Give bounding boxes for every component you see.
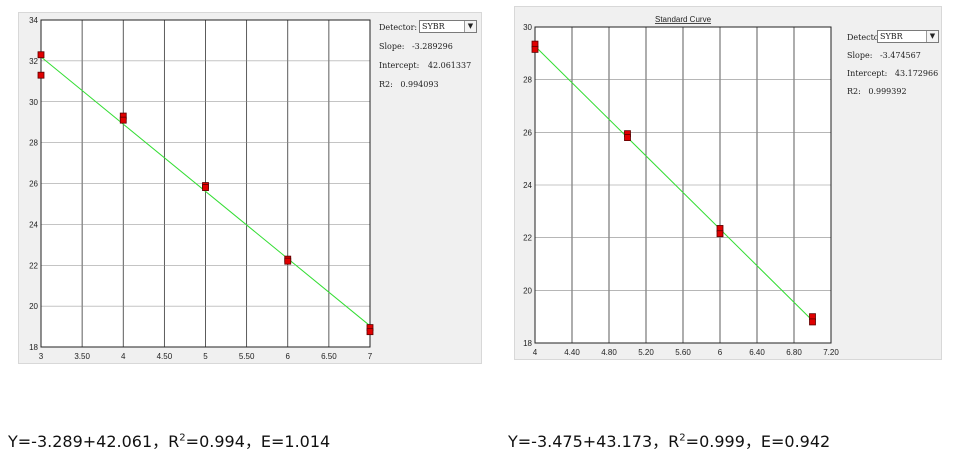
chart-panel-1: 3 3.50 4 4.50 5 5.50 6 6.50 7 18 20 22 24 26 28 30 32 34 … [18,12,482,364]
y-tick-label: 26 [523,128,532,137]
data-point [716,230,724,238]
equation-1-sup: 2 [179,432,186,444]
intercept-label: Intercept: [847,69,888,78]
detector-value: SYBR [422,22,445,31]
slope-value: -3.289296 [411,42,453,51]
y-tick-label: 26 [29,180,38,189]
chart-title: Standard Curve [655,15,712,24]
intercept-value: 42.061337 [427,61,472,70]
x-tick-label: 4 [121,352,126,361]
x-tick-label: 6 [286,352,291,361]
fit-line [534,45,813,321]
y-tick-label: 22 [29,261,38,270]
x-tick-label: 5.50 [239,352,255,361]
y-tick-label: 22 [523,234,532,243]
y-tick-label: 18 [523,339,532,348]
x-tick-label: 5.60 [675,348,691,357]
x-tick-label: 3 [39,352,44,361]
standard-curve-plot-2: 4 4.40 4.80 5.20 5.60 6 6.40 6.80 7.20 18 20 22 24 26… [523,15,839,357]
equation-2: Y=-3.475+43.173，R2=0.999，E=0.942 [508,428,830,452]
x-tick-label: 6.50 [321,352,337,361]
data-point [624,134,631,141]
data-point [37,51,45,59]
detector-label: Detector: [847,33,886,42]
slope-value: -3.474567 [879,51,921,60]
x-tick-label: 4.40 [564,348,580,357]
slope-label: Slope: [847,51,873,60]
detector-label: Detector: [379,23,418,32]
data-point [119,116,127,124]
r2-label: R2: [847,87,861,96]
x-tick-label: 3.50 [74,352,90,361]
y-tick-label: 28 [29,139,38,148]
x-tick-label: 4 [533,348,538,357]
equation-1-suffix: =0.994，E=1.014 [185,432,331,451]
x-tick-label: 7 [368,352,373,361]
y-tick-label: 24 [523,181,532,190]
x-tick-label: 7.20 [823,348,839,357]
x-tick-label: 4.50 [157,352,173,361]
r2-value: 0.994093 [400,80,439,89]
x-tick-label: 5 [203,352,208,361]
equation-2-suffix: =0.999，E=0.942 [685,432,831,451]
x-tick-label: 5.20 [638,348,654,357]
detector-select[interactable]: SYBR ▼ [877,30,939,43]
plot-frame [40,19,371,348]
data-point [366,328,374,336]
y-tick-label: 30 [29,98,38,107]
y-tick-label: 32 [29,57,38,66]
fit-line [40,56,371,327]
r2-label: R2: [379,80,393,89]
chart-panel-2: 4 4.40 4.80 5.20 5.60 6 6.40 6.80 7.20 18 20 22 24 26… [514,6,942,360]
y-tick-label: 24 [29,220,38,229]
equation-1-prefix: Y=-3.289+42.061，R [8,432,180,451]
data-point [531,45,539,53]
slope-label: Slope: [379,42,405,51]
y-tick-label: 20 [523,286,532,295]
intercept-value: 43.172966 [894,69,939,78]
data-point [37,71,45,79]
data-point [809,318,816,326]
data-point [284,257,292,265]
r2-value: 0.999392 [868,87,907,96]
chevron-down-icon[interactable]: ▼ [464,21,476,32]
x-tick-label: 6 [718,348,723,357]
equation-1: Y=-3.289+42.061，R2=0.994，E=1.014 [8,428,330,452]
intercept-label: Intercept: [379,61,420,70]
x-tick-label: 4.80 [601,348,617,357]
y-tick-label: 28 [523,76,532,85]
equation-2-prefix: Y=-3.475+43.173，R [508,432,680,451]
equation-2-sup: 2 [679,432,686,444]
detector-select[interactable]: SYBR ▼ [419,20,477,33]
plot-frame [534,26,832,344]
x-tick-label: 6.40 [749,348,765,357]
y-tick-label: 20 [29,302,38,311]
standard-curve-plot-1: 3 3.50 4 4.50 5 5.50 6 6.50 7 18 20 22 24 26 28 30 32 34 [29,16,374,361]
data-point [202,184,209,191]
x-tick-label: 6.80 [786,348,802,357]
chevron-down-icon[interactable]: ▼ [926,31,938,42]
y-tick-label: 18 [29,343,38,352]
y-tick-label: 30 [523,23,532,32]
y-tick-label: 34 [29,16,38,25]
detector-value: SYBR [880,32,903,41]
